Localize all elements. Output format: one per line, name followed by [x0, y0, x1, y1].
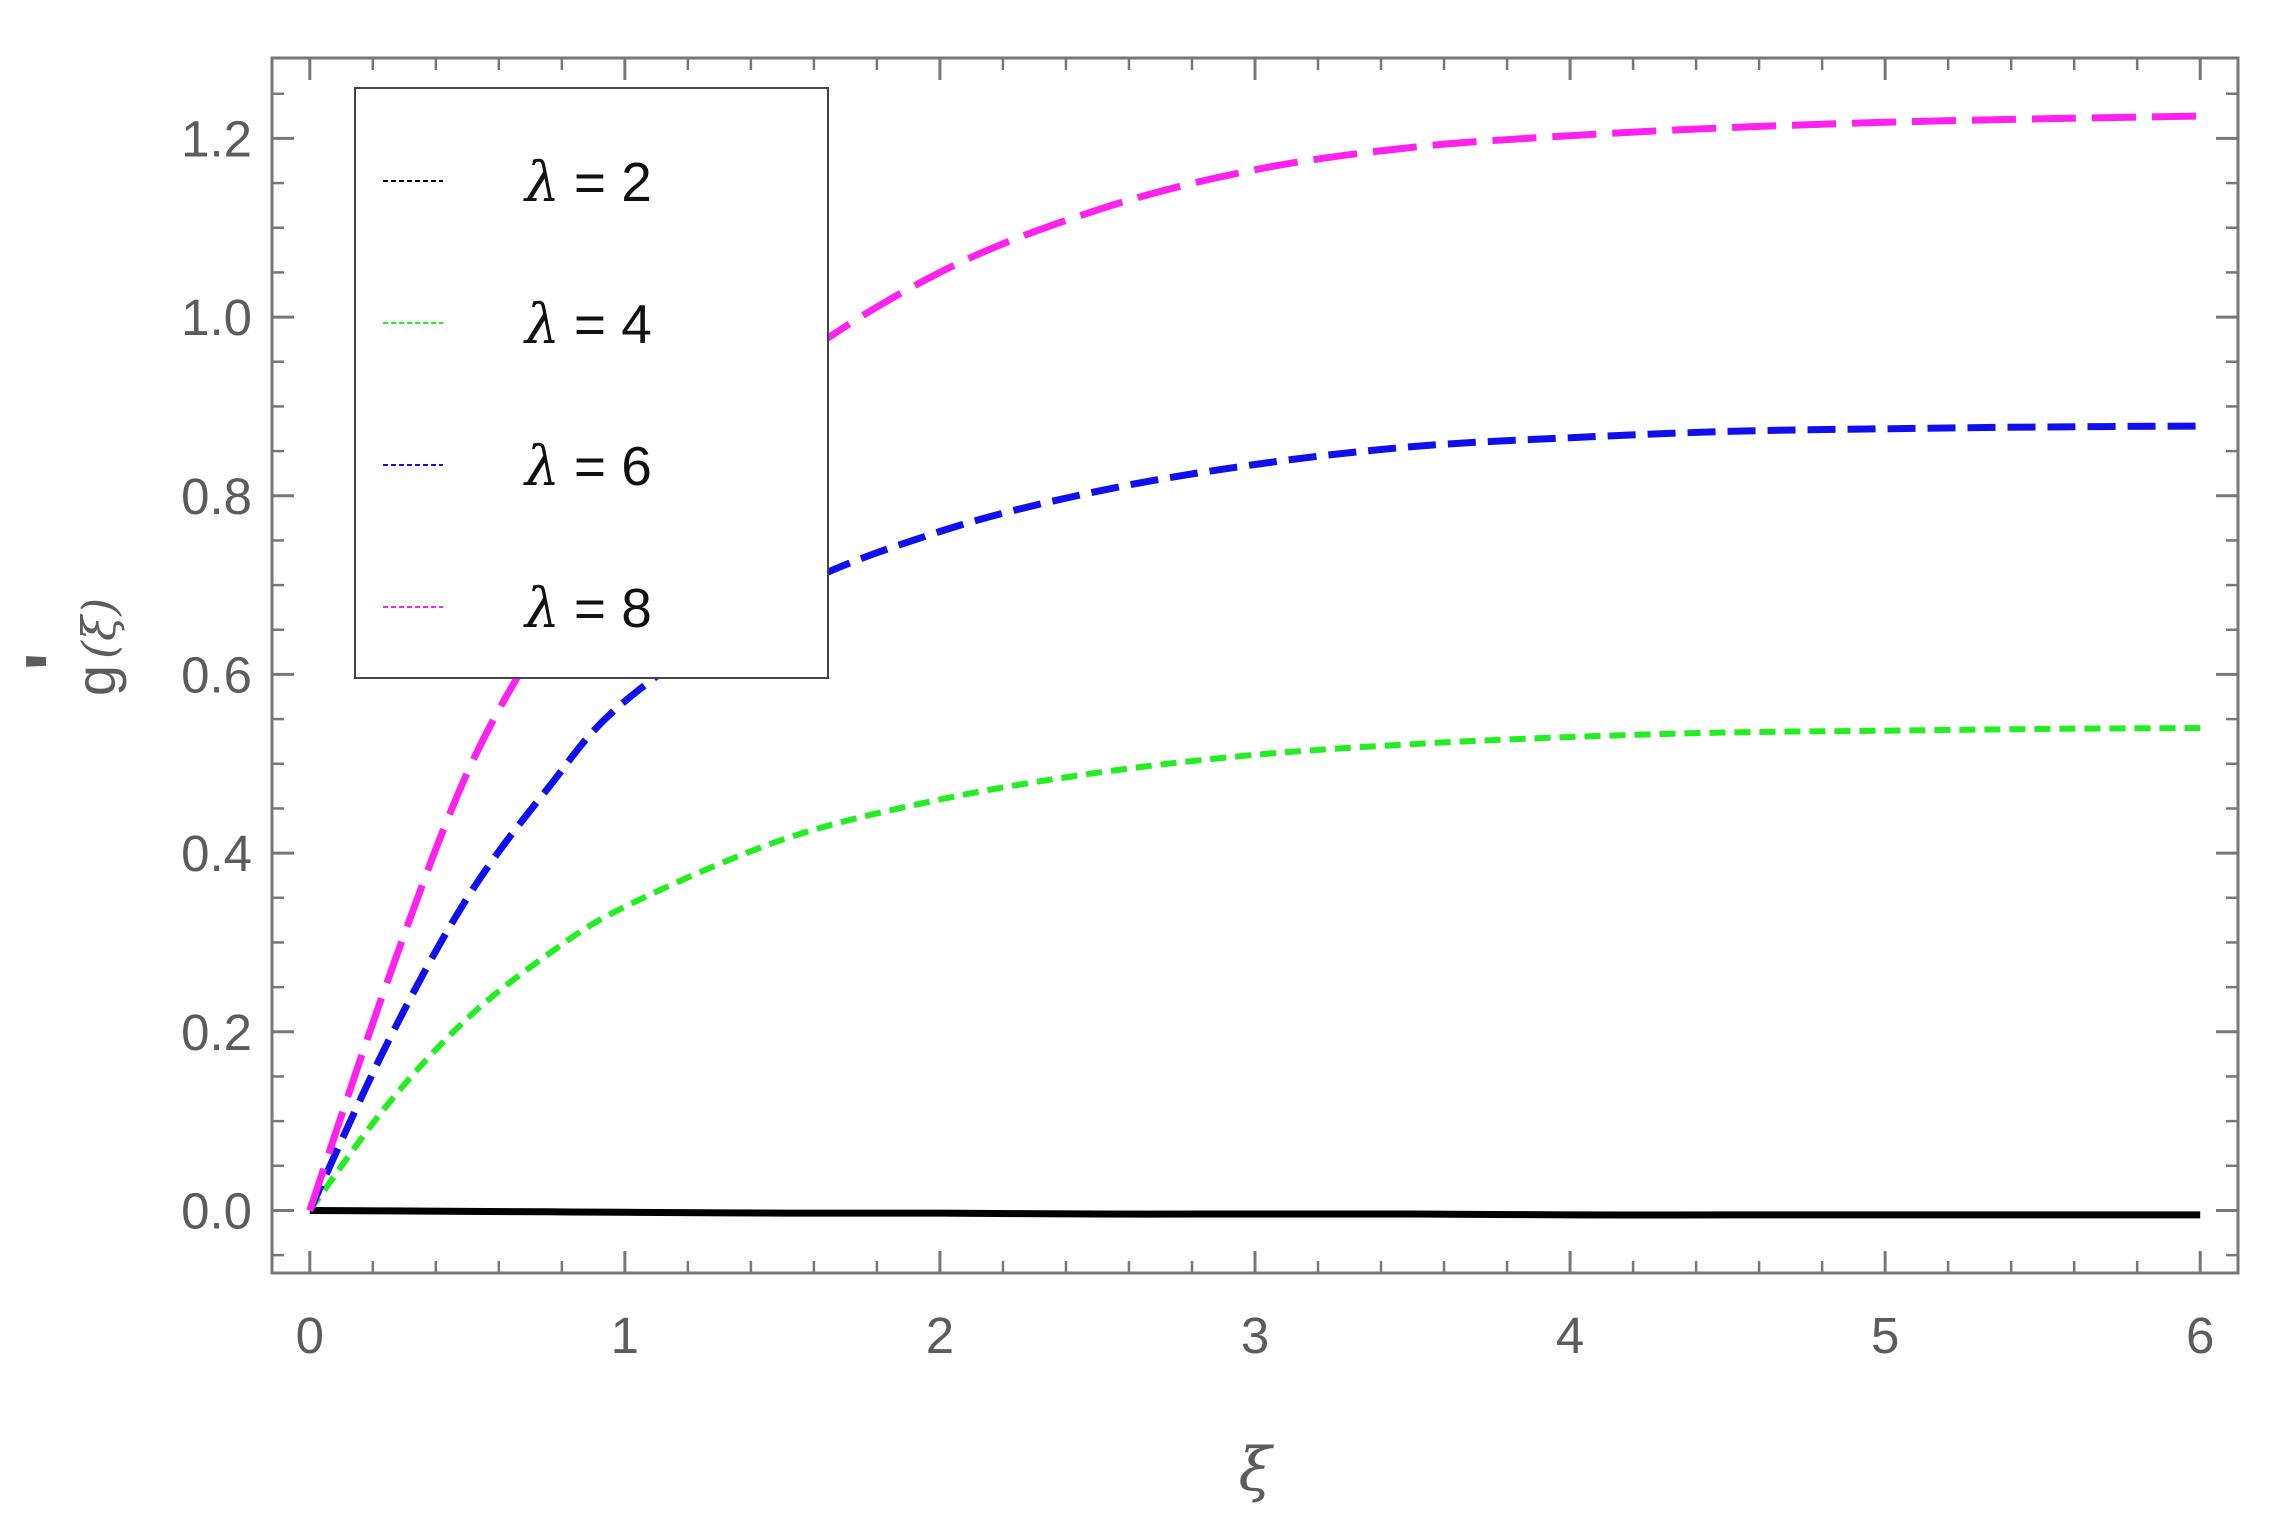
x-tick-label: 6 — [2186, 1307, 2214, 1364]
legend-lambda-symbol: λ — [523, 434, 560, 498]
series-line-1 — [309, 1207, 2201, 1219]
legend-lambda-value: = 2 — [574, 151, 652, 213]
axis-tick-labels: 0 1 2 3 4 5 6 0.0 0.2 0.4 0.6 0.8 1.0 1.2 — [181, 110, 2214, 1364]
legend-label-1: λ = 2 — [523, 150, 652, 214]
y-tick-label: 0.8 — [181, 468, 252, 525]
y-tick-label: 0.4 — [181, 825, 252, 882]
x-axis-label: ξ — [1238, 1435, 1274, 1505]
y-tick-label: 0.0 — [181, 1182, 252, 1239]
y-tick-label: 1.2 — [181, 110, 252, 167]
x-tick-label: 0 — [296, 1307, 324, 1364]
y-tick-label: 0.6 — [181, 646, 252, 703]
legend-lambda-symbol: λ — [523, 150, 560, 214]
series-layer — [306, 112, 2201, 1219]
y-tick-label: 1.0 — [181, 289, 252, 346]
y-axis-label-main: g — [64, 665, 127, 696]
axis-ticks — [272, 58, 2238, 1273]
legend: λ = 2λ = 4λ = 6λ = 8 — [354, 87, 829, 679]
legend-lambda-symbol: λ — [523, 292, 560, 356]
y-axis-label: g ' (ξ) — [9, 598, 127, 696]
x-tick-label: 3 — [1241, 1307, 1269, 1364]
legend-lambda-value: = 4 — [574, 293, 652, 355]
x-tick-label: 4 — [1556, 1307, 1584, 1364]
series-line-3 — [306, 422, 2201, 1212]
legend-box — [354, 87, 829, 679]
legend-lambda-symbol: λ — [523, 576, 560, 640]
legend-lambda-value: = 8 — [574, 577, 652, 639]
x-tick-label: 5 — [1871, 1307, 1899, 1364]
legend-label-2: λ = 4 — [523, 292, 652, 356]
x-tick-label: 2 — [926, 1307, 954, 1364]
x-tick-label: 1 — [611, 1307, 639, 1364]
y-tick-label: 0.2 — [181, 1004, 252, 1061]
y-axis-label-arg: (ξ) — [72, 598, 126, 659]
y-axis-label-prime: ' — [9, 652, 98, 671]
series-line-2 — [307, 725, 2201, 1213]
series-line-4 — [306, 112, 2201, 1212]
legend-label-4: λ = 8 — [523, 576, 652, 640]
legend-label-3: λ = 6 — [523, 434, 652, 498]
legend-lambda-value: = 6 — [574, 435, 652, 497]
